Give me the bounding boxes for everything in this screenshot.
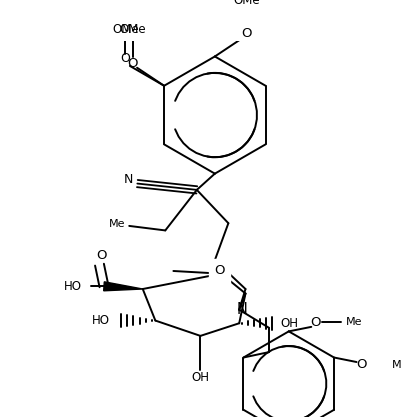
Text: OMe: OMe	[233, 0, 259, 7]
Text: OMe: OMe	[119, 23, 146, 36]
Text: N: N	[124, 173, 133, 186]
Text: Me: Me	[109, 219, 126, 229]
Text: Me: Me	[345, 317, 362, 327]
Text: O: O	[120, 52, 130, 65]
Polygon shape	[103, 282, 142, 291]
Text: N: N	[236, 302, 247, 317]
Text: O: O	[214, 264, 224, 277]
Text: O: O	[355, 358, 365, 371]
Text: Me: Me	[391, 360, 401, 370]
Text: HO: HO	[92, 314, 110, 327]
Text: O: O	[127, 57, 138, 70]
Text: OMe: OMe	[112, 23, 138, 36]
Text: OH: OH	[191, 371, 209, 384]
Text: HO: HO	[63, 280, 81, 293]
Text: O: O	[96, 249, 106, 262]
Text: O: O	[241, 28, 251, 40]
Text: OH: OH	[280, 317, 298, 330]
Text: O: O	[310, 316, 320, 329]
